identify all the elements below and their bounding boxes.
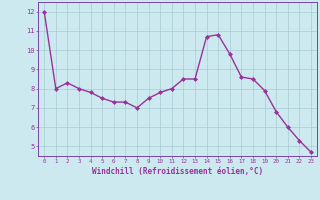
X-axis label: Windchill (Refroidissement éolien,°C): Windchill (Refroidissement éolien,°C): [92, 167, 263, 176]
